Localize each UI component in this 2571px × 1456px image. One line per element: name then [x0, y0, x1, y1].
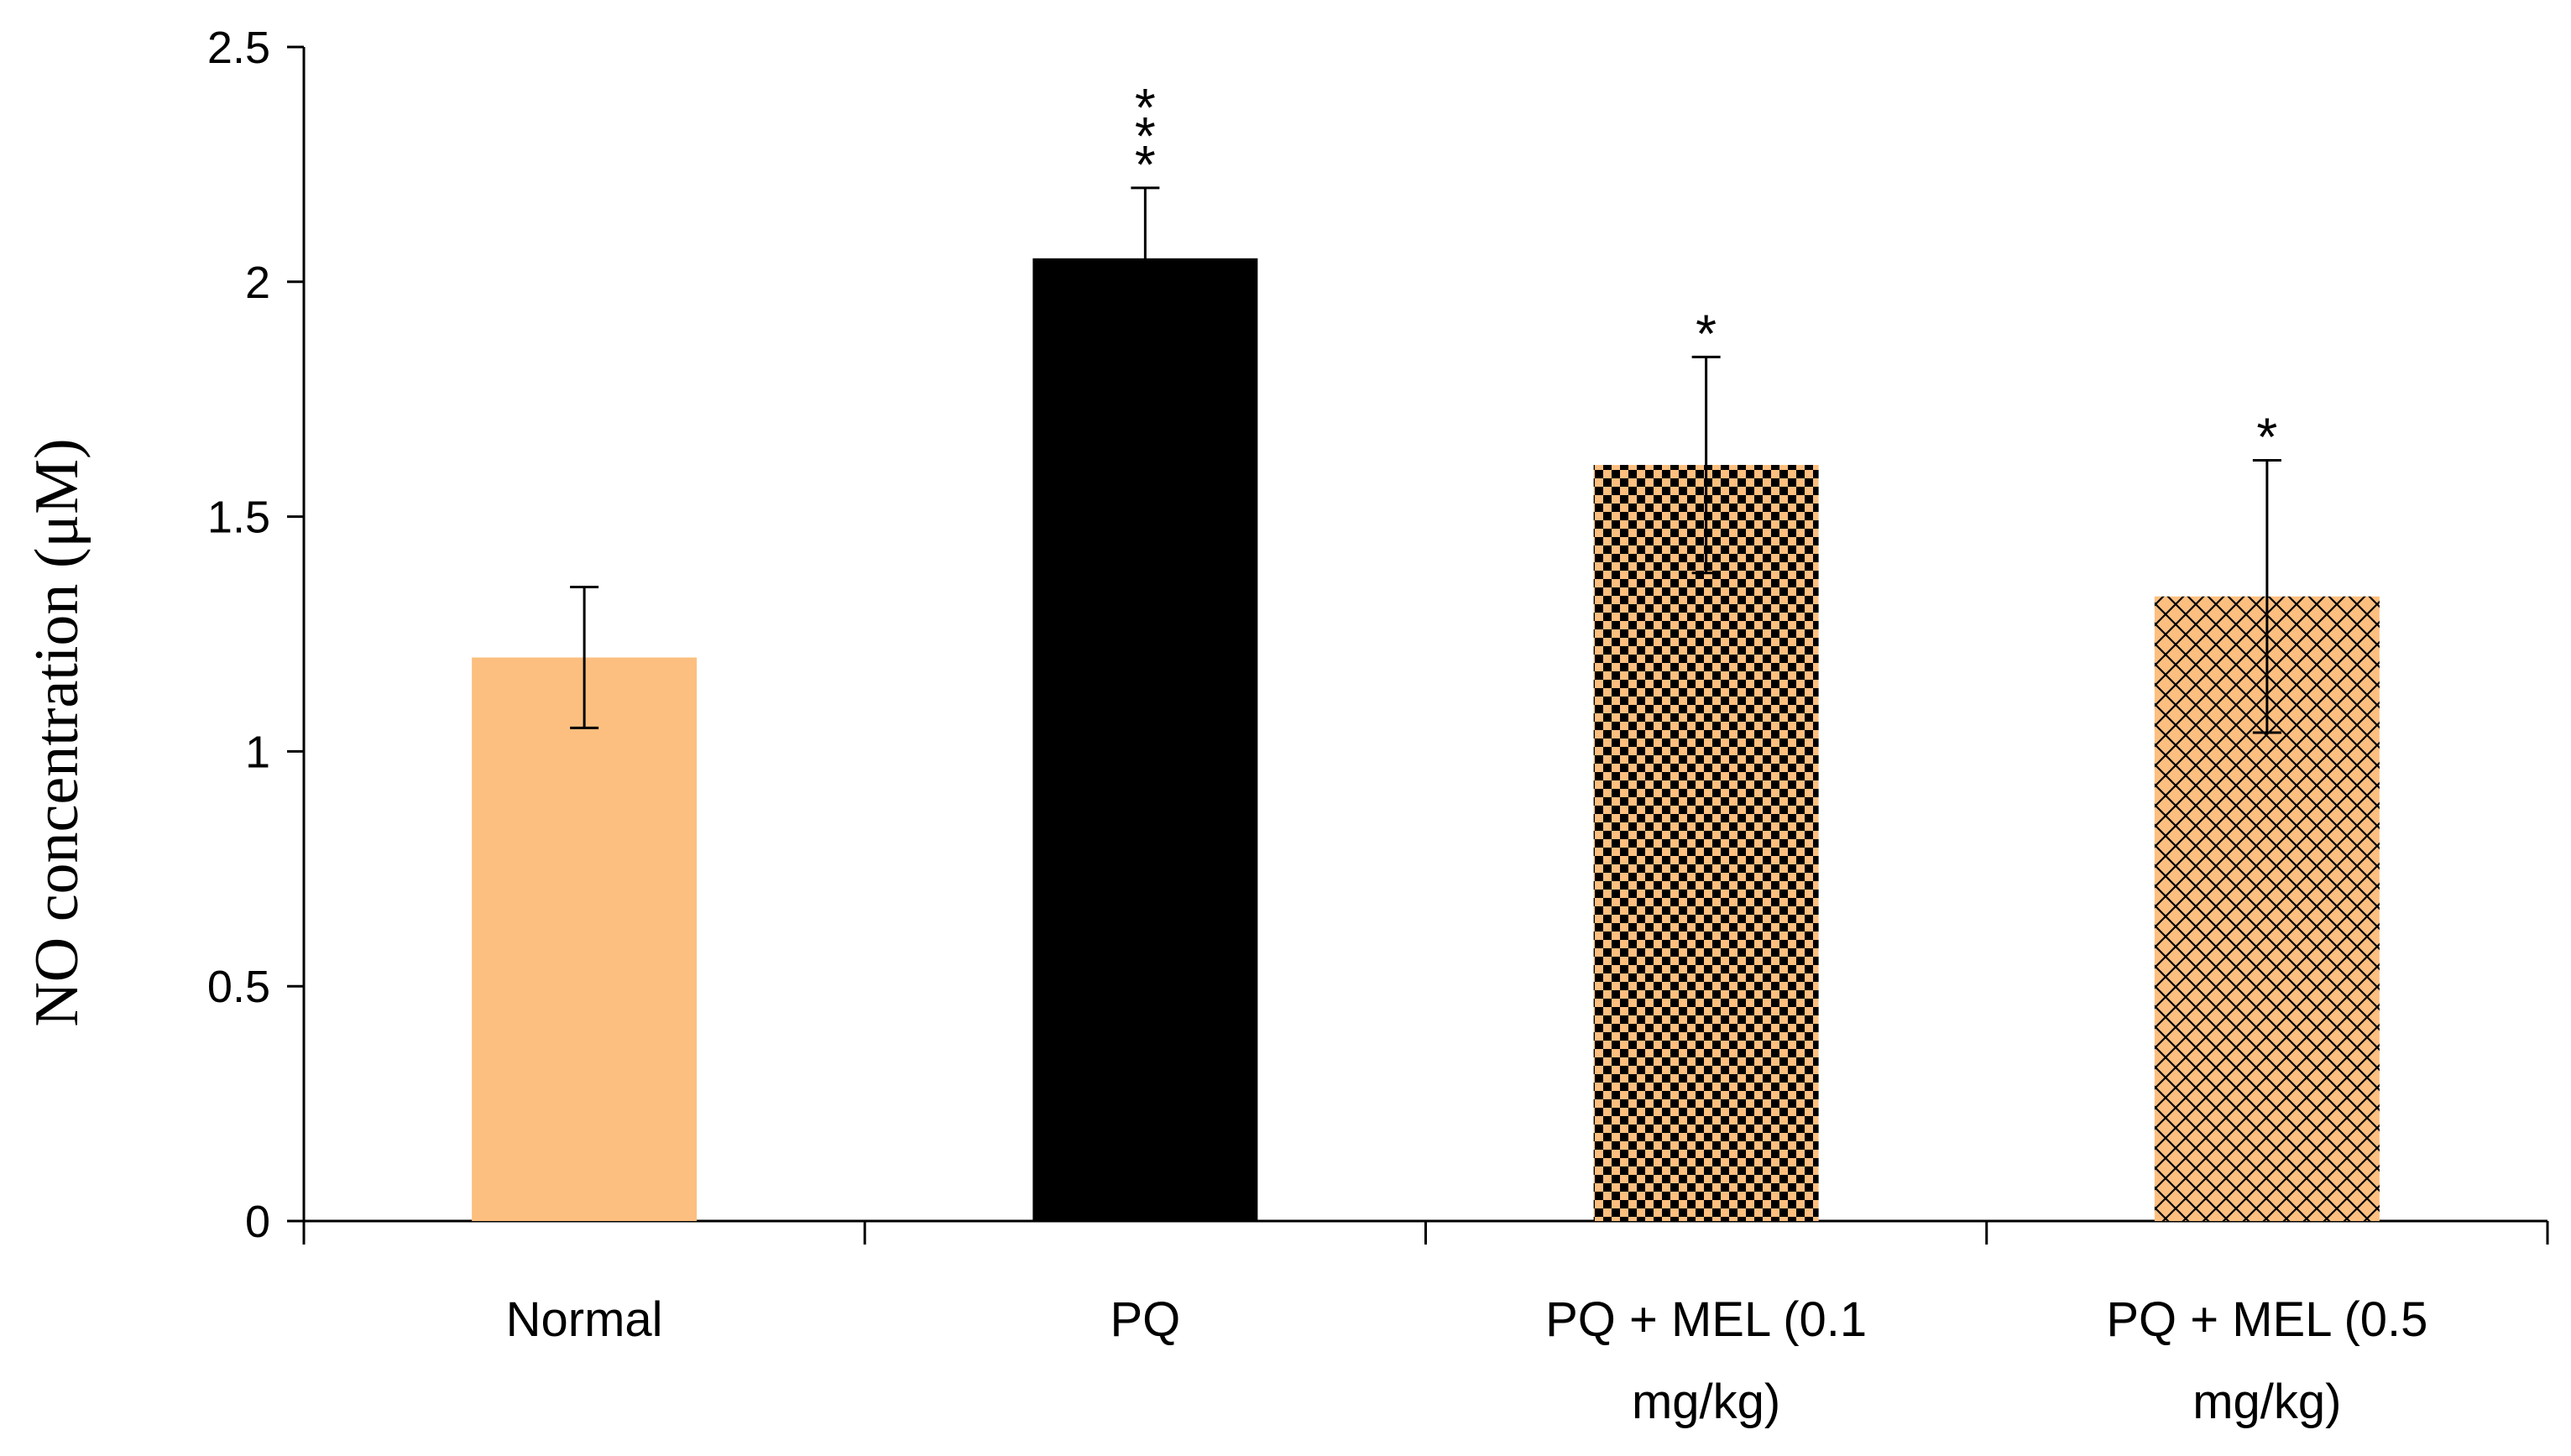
bar — [1032, 258, 1258, 1221]
y-tick-label: 0 — [245, 1197, 270, 1247]
x-category-label-line2: mg/kg) — [2192, 1375, 2341, 1429]
y-tick-label: 2.5 — [207, 23, 270, 73]
x-category-label: PQ — [1110, 1292, 1180, 1347]
plot-area: 0 0.5 1 1.5 2 2.5 Normal *** PQ * PQ + MEL (0.1 mg/… — [207, 23, 2549, 1429]
bar — [1593, 465, 1819, 1221]
y-axis-title: NO concentration (μM) — [23, 438, 91, 1026]
bar — [472, 657, 698, 1221]
x-category-label: PQ + MEL (0.1 — [1545, 1292, 1867, 1347]
y-tick-label: 1.5 — [207, 493, 270, 543]
x-category-label-line2: mg/kg) — [1632, 1375, 1780, 1429]
x-category-label: PQ + MEL (0.5 — [2106, 1292, 2427, 1347]
y-tick-label: 1 — [245, 727, 270, 777]
significance-marker: *** — [1135, 77, 1156, 195]
significance-marker: * — [1696, 303, 1717, 363]
x-category-label: Normal — [506, 1292, 663, 1347]
significance-marker: * — [2256, 406, 2277, 467]
y-tick-label: 2 — [245, 258, 270, 308]
y-tick-label: 0.5 — [207, 962, 270, 1012]
